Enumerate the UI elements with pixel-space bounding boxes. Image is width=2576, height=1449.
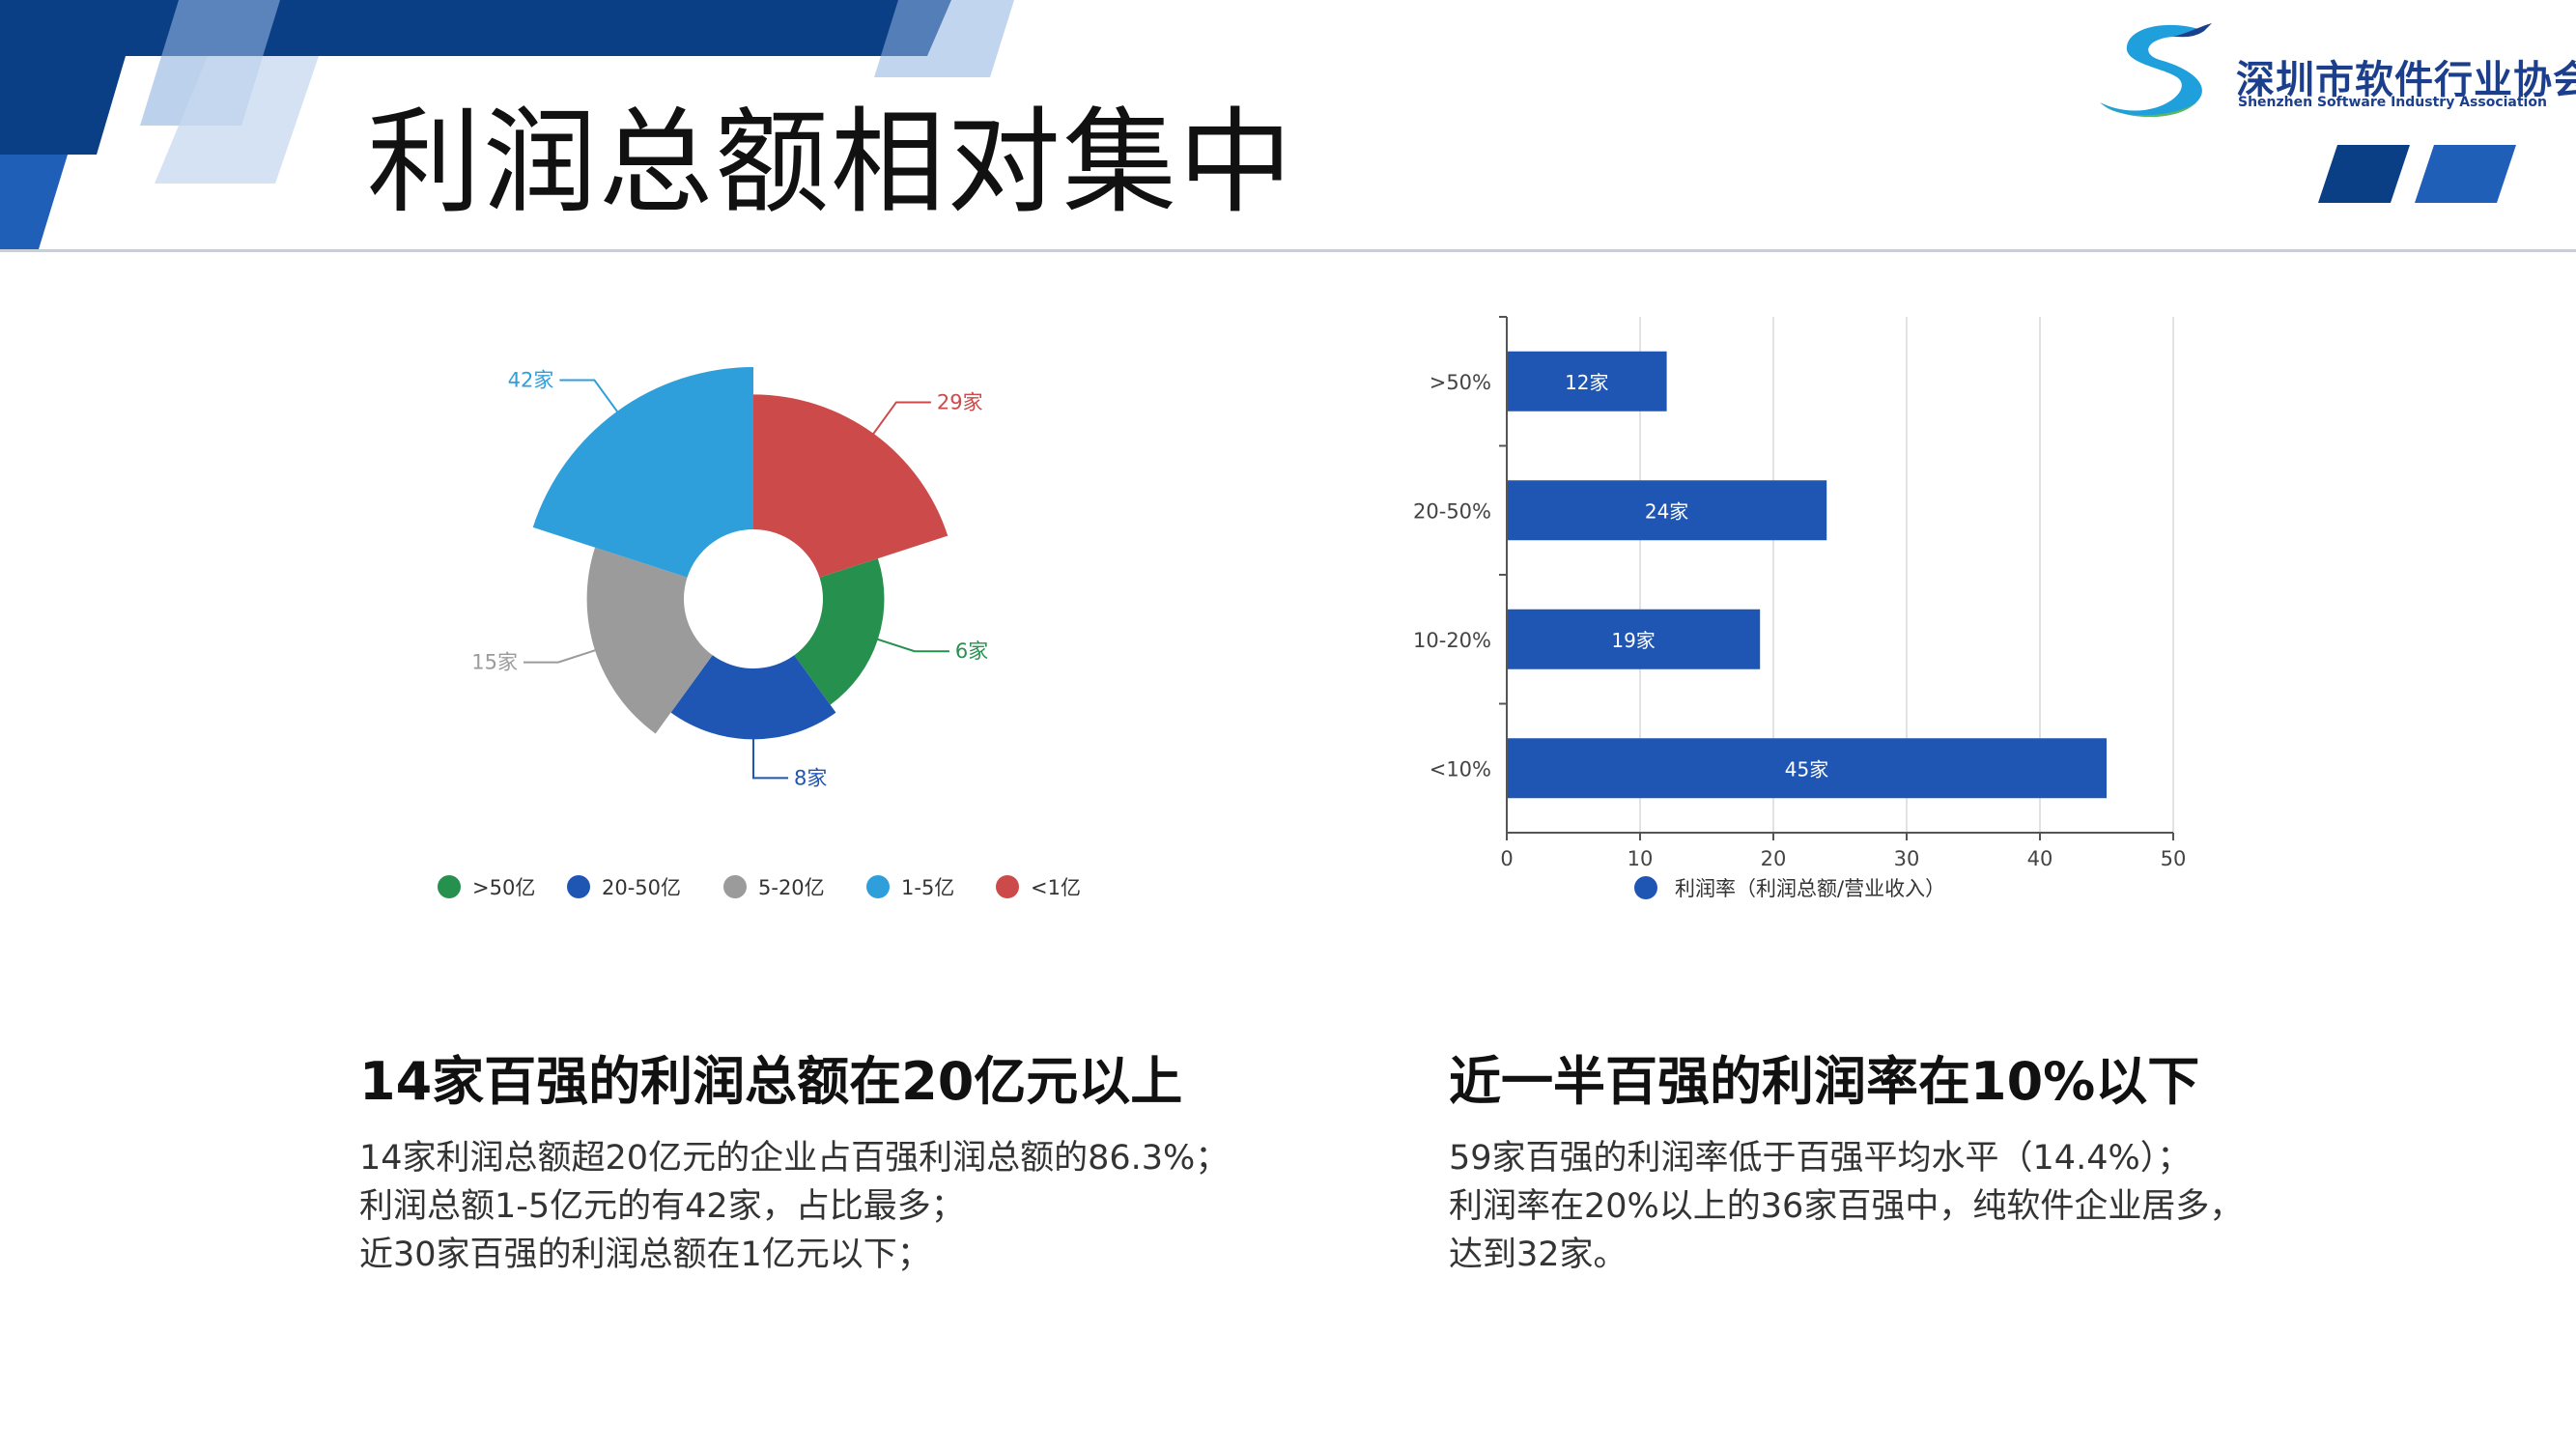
corner-decoration [2318,145,2516,203]
y-category-label-2: 10-20% [1413,629,1491,652]
x-tick-label-5: 50 [2161,847,2187,870]
header-divider [0,249,2576,252]
bar-data-label-2: 19家 [1611,629,1655,652]
logo-name-en: Shenzhen Software Industry Association [2238,95,2547,110]
rose-slice-2 [586,547,713,734]
rose-data-label-1: 8家 [794,766,827,789]
legend-dot-1 [567,875,590,898]
bar-3 [1508,738,2107,799]
rose-leader-3 [559,379,624,420]
caption-right-line-3: 达到32家。 [1449,1236,1628,1274]
legend-dot-0 [438,875,461,898]
y-category-label-3: <10% [1430,757,1491,781]
logo-name-cn: 深圳市软件行业协会 [2236,58,2576,102]
rose-data-label-2: 15家 [471,651,518,674]
rose-data-label-3: 42家 [508,368,554,391]
rose-slice-1 [670,655,836,740]
rose-slice-3 [532,367,753,578]
y-category-label-0: >50% [1430,371,1491,394]
rose-data-label-4: 29家 [937,390,983,413]
header-decoration [0,0,1014,249]
x-tick-label-3: 30 [1894,847,1920,870]
legend-label-4: <1亿 [1031,876,1081,899]
rose-data-label-0: 6家 [955,639,988,663]
caption-left-line-2: 利润总额1-5亿元的有42家，占比最多； [359,1187,965,1226]
rose-leader-0 [868,635,949,653]
rose-leader-2 [523,646,605,664]
profit-total-rose-chart: 6家 8家 15家 42家 29家 >50亿 20-50亿 5-20亿 1-5亿 <1亿 [438,367,1081,899]
bar-1 [1508,480,1827,541]
caption-right-heading: 近一半百强的利润率在10%以下 [1449,1051,2200,1112]
caption-left-line-3: 近30家百强的利润总额在1亿元以下； [359,1236,931,1274]
association-logo: 深圳市软件行业协会 Shenzhen Software Industry Ass… [2096,17,2576,124]
legend-dot-2 [723,875,747,898]
bar-2 [1508,609,1761,669]
caption-right: 近一半百强的利润率在10%以下 59家百强的利润率低于百强平均水平（14.4%）… [1449,1038,2318,1279]
legend-dot-4 [996,875,1019,898]
bar-data-label-1: 24家 [1645,499,1688,523]
x-tick-label-0: 0 [1500,847,1513,870]
bar-legend-dot [1634,876,1657,899]
legend-label-1: 20-50亿 [602,876,681,899]
legend-label-3: 1-5亿 [901,876,954,899]
bar-data-label-0: 12家 [1565,371,1608,394]
rose-slice-4 [753,394,948,578]
x-tick-label-2: 20 [1761,847,1787,870]
caption-right-line-2: 利润率在20%以上的36家百强中，纯软件企业居多， [1449,1187,2244,1226]
caption-left: 14家百强的利润总额在20亿元以上 14家利润总额超20亿元的企业占百强利润总额… [359,1038,1229,1279]
y-category-label-1: 20-50% [1413,499,1491,523]
legend-label-0: >50亿 [472,876,535,899]
x-tick-label-4: 40 [2027,847,2053,870]
caption-left-heading: 14家百强的利润总额在20亿元以上 [359,1051,1183,1112]
page-title: 利润总额相对集中 [367,96,1295,229]
rose-leader-1 [752,729,788,780]
caption-right-line-1: 59家百强的利润率低于百强平均水平（14.4%）； [1449,1139,2192,1178]
logo-s-icon [2100,23,2212,118]
rose-slice-0 [794,558,885,705]
profit-rate-bar-chart: 0 10 20 30 40 50 >50% 12家 20-50% 24家 10-20% 19家 <10%… [1413,316,2187,900]
x-tick-label-1: 10 [1628,847,1654,870]
caption-left-line-1: 14家利润总额超20亿元的企业占百强利润总额的86.3%； [359,1139,1230,1178]
bar-legend-label: 利润率（利润总额/营业收入） [1675,877,1945,900]
rose-leader-4 [866,401,931,442]
bar-0 [1508,351,1667,412]
legend-dot-3 [866,875,890,898]
legend-label-2: 5-20亿 [758,876,825,899]
bar-data-label-3: 45家 [1785,757,1828,781]
